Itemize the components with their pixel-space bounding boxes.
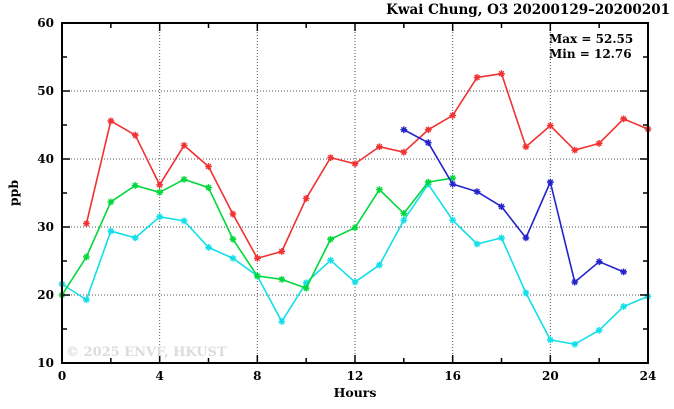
cyan-series-marker — [351, 278, 359, 286]
red-series-marker — [571, 146, 579, 154]
tick-labels-layer: 0 4 8 12 16 20 24 10 20 30 40 50 60 — [37, 16, 656, 383]
y-tick-label: 20 — [37, 288, 54, 302]
red-series-marker — [522, 143, 530, 151]
cyan-series-marker — [522, 289, 530, 297]
cyan-series-marker — [449, 216, 457, 224]
y-tick-label: 10 — [37, 356, 54, 370]
y-tick-label: 40 — [37, 152, 54, 166]
green-series-marker — [131, 182, 139, 189]
max-annotation: Max = 52.55 — [549, 32, 633, 46]
cyan-series-marker — [620, 303, 627, 310]
x-tick-label: 4 — [155, 369, 163, 383]
plot-frame — [61, 22, 649, 364]
cyan-series-marker — [205, 244, 212, 251]
x-tick-label: 20 — [542, 369, 559, 383]
green-series-marker — [302, 284, 310, 292]
cyan-series-marker — [156, 213, 164, 221]
x-tick-label: 12 — [347, 369, 364, 383]
cyan-series-marker — [131, 234, 139, 242]
red-series-marker — [180, 142, 188, 149]
cyan-series-marker — [278, 318, 286, 325]
blue-series-marker — [571, 278, 579, 286]
blue-series-marker — [522, 234, 530, 242]
red-series-line — [85, 72, 649, 260]
min-annotation: Min = 12.76 — [549, 47, 632, 61]
red-series-marker — [400, 148, 408, 156]
blue-series-marker — [595, 258, 603, 266]
cyan-series-marker — [400, 216, 408, 224]
red-series-marker — [449, 112, 457, 119]
green-series-marker — [205, 184, 212, 191]
red-series-marker — [278, 248, 286, 255]
cyan-series-marker — [327, 256, 334, 264]
blue-series-line — [403, 129, 624, 283]
green-series-marker — [229, 235, 237, 243]
cyan-series-marker — [571, 340, 579, 348]
green-series-marker — [156, 188, 164, 196]
red-series-marker — [498, 70, 505, 78]
x-tick-label: 16 — [444, 369, 461, 383]
cyan-series-marker — [498, 234, 505, 242]
watermark: © 2025 ENVF, HKUST — [66, 345, 227, 360]
green-series-marker — [424, 178, 432, 186]
green-series-marker — [351, 224, 359, 232]
series-layer — [58, 70, 652, 348]
cyan-series-marker — [546, 336, 554, 344]
gridlines-layer — [62, 23, 648, 363]
red-series-marker — [620, 115, 627, 123]
red-series-marker — [107, 117, 115, 125]
red-series-marker — [253, 254, 261, 262]
green-series-marker — [180, 176, 188, 183]
red-series-marker — [595, 139, 603, 147]
red-series-marker — [156, 181, 164, 189]
cyan-series-marker — [107, 227, 115, 235]
x-tick-label: 24 — [640, 369, 657, 383]
blue-series-marker — [546, 178, 554, 186]
cyan-series-marker — [473, 240, 481, 248]
red-series-marker — [376, 143, 383, 151]
cyan-series-marker — [595, 326, 603, 334]
cyan-series-marker — [229, 254, 237, 262]
green-series-marker — [449, 174, 457, 182]
red-series-marker — [205, 163, 212, 170]
chart-title: Kwai Chung, O3 20200129–20200201 — [386, 2, 670, 18]
green-series-marker — [253, 272, 261, 280]
red-series-marker — [473, 74, 481, 81]
red-series-marker — [424, 126, 432, 134]
blue-series-marker — [473, 188, 481, 196]
green-series-marker — [376, 186, 383, 193]
green-series-marker — [327, 235, 334, 243]
red-series-marker — [83, 220, 90, 227]
y-axis-label: ppb — [6, 180, 21, 206]
cyan-series-marker — [302, 279, 310, 287]
red-series-marker — [131, 131, 139, 139]
red-series-marker — [546, 122, 554, 130]
blue-series-marker — [620, 268, 627, 276]
red-series-marker — [302, 195, 310, 202]
y-tick-label: 60 — [37, 16, 54, 30]
blue-series-marker — [400, 126, 408, 134]
cyan-series-marker — [83, 296, 90, 304]
cyan-series-marker — [376, 261, 383, 269]
red-series-marker — [229, 210, 237, 218]
blue-series-marker — [424, 139, 432, 147]
green-series-marker — [400, 210, 408, 217]
green-series-marker — [107, 198, 115, 206]
green-series-marker — [83, 253, 90, 261]
x-axis-label: Hours — [334, 385, 377, 400]
y-tick-label: 50 — [37, 84, 54, 98]
cyan-series-marker — [180, 217, 188, 225]
red-series-marker — [327, 154, 334, 162]
blue-series-marker — [498, 203, 505, 210]
red-series-marker — [351, 160, 359, 168]
blue-series-marker — [449, 180, 457, 188]
x-tick-label: 0 — [58, 369, 66, 383]
green-series-marker — [278, 275, 286, 283]
x-tick-label: 8 — [253, 369, 261, 383]
y-tick-label: 30 — [37, 220, 54, 234]
